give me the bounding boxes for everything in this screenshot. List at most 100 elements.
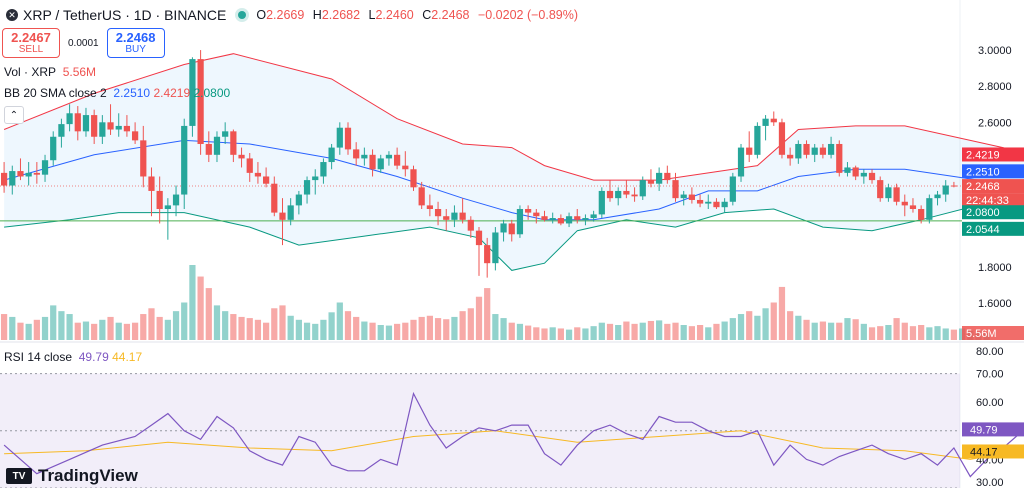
- volume-bar: [615, 325, 622, 340]
- buy-button[interactable]: 2.2468 BUY: [106, 28, 165, 58]
- volume-bar: [713, 323, 720, 340]
- candle-body: [33, 172, 40, 175]
- candle: [746, 131, 753, 163]
- trade-panel: 2.2467 SELL 0.0001 2.2468 BUY: [2, 28, 165, 58]
- candle-body: [787, 154, 794, 159]
- candle: [557, 214, 564, 226]
- candle-body: [508, 223, 515, 235]
- low-value: 2.2460: [375, 8, 414, 22]
- candle: [680, 190, 687, 206]
- volume-bar: [99, 319, 106, 340]
- candle-body: [926, 198, 933, 220]
- volume-bar: [926, 327, 933, 340]
- price-axis-tick: 2.8000: [978, 81, 1012, 93]
- candle-body: [197, 59, 204, 144]
- volume-bar: [836, 322, 843, 340]
- volume-bar: [582, 328, 589, 340]
- volume-bar: [484, 288, 491, 340]
- candle: [926, 194, 933, 224]
- candle-body: [680, 194, 687, 199]
- candle-body: [615, 190, 622, 199]
- volume-bar: [680, 325, 687, 340]
- volume-bar: [443, 319, 450, 340]
- candle-body: [115, 125, 122, 130]
- candle-body: [254, 172, 262, 177]
- candle-body: [344, 127, 352, 150]
- volume-bar: [197, 276, 204, 340]
- volume-bar: [238, 316, 245, 340]
- price-label-box: [962, 164, 1024, 179]
- collapse-legend-button[interactable]: ⌃: [4, 106, 24, 124]
- market-status-icon: [238, 11, 247, 19]
- candle: [58, 118, 65, 148]
- candle: [181, 118, 188, 209]
- candle-body: [770, 118, 777, 123]
- rsi-ma-line: [4, 430, 1024, 460]
- price-label-box: [962, 205, 1024, 220]
- volume-bar: [181, 302, 188, 340]
- volume-bar: [533, 327, 540, 340]
- candle-body: [885, 187, 892, 199]
- price-label-text: 22:44:33: [966, 195, 1009, 207]
- candle: [131, 122, 139, 144]
- volume-bar: [254, 319, 262, 340]
- volume-bar: [131, 322, 139, 340]
- volume-bar: [164, 319, 171, 340]
- volume-bar: [606, 323, 614, 340]
- candle: [885, 183, 892, 202]
- candle-body: [205, 143, 212, 155]
- volume-bar: [664, 323, 671, 340]
- candle-body: [541, 216, 548, 220]
- candle: [836, 140, 843, 177]
- sell-button[interactable]: 2.2467 SELL: [2, 28, 60, 58]
- candle-body: [418, 187, 425, 206]
- candle: [868, 169, 876, 184]
- candle: [287, 198, 294, 226]
- candle: [688, 187, 696, 204]
- candle: [770, 111, 777, 126]
- volume-bar: [66, 314, 73, 340]
- volume-bar: [656, 320, 663, 340]
- candle-body: [827, 143, 835, 155]
- candle: [565, 212, 573, 228]
- volume-bar: [557, 328, 564, 340]
- volume-legend[interactable]: Vol · XRP 5.56M: [4, 65, 97, 79]
- price-axis-tick: 3.0000: [978, 45, 1012, 57]
- candle: [582, 214, 589, 226]
- volume-bar: [787, 311, 794, 340]
- candle-body: [451, 212, 458, 220]
- bb-basis-value: 2.2510: [113, 86, 151, 100]
- volume-bar: [754, 315, 761, 340]
- candle: [631, 187, 638, 202]
- candle-body: [279, 212, 286, 220]
- symbol-title[interactable]: XRP / TetherUS · 1D · BINANCE: [23, 7, 227, 23]
- candle-body: [262, 176, 270, 184]
- price-label-text: 2.2510: [966, 166, 1000, 178]
- volume-bar: [918, 325, 925, 340]
- volume-bar: [230, 314, 237, 340]
- candle: [377, 154, 384, 173]
- candle-body: [385, 154, 393, 159]
- rsi-legend[interactable]: RSI 14 close 49.79 44.17: [4, 350, 143, 364]
- candle: [672, 172, 679, 202]
- volume-bar: [508, 322, 515, 340]
- volume-bar: [901, 322, 908, 340]
- candle-body: [74, 113, 81, 132]
- bollinger-legend[interactable]: BB 20 SMA close 2 2.2510 2.4219 2.0800: [4, 86, 231, 100]
- candle: [860, 169, 867, 184]
- candle: [17, 158, 24, 181]
- bb-upper-value: 2.4219: [153, 86, 191, 100]
- volume-bar: [50, 305, 57, 340]
- bollinger-upper-line: [3, 53, 1024, 181]
- price-axis-tick: 1.8000: [978, 262, 1012, 274]
- candle-body: [582, 218, 589, 220]
- candle-body: [459, 212, 466, 220]
- candle-body: [721, 201, 728, 208]
- candle: [811, 143, 818, 163]
- candle-body: [213, 136, 221, 155]
- volume-bar: [746, 311, 753, 340]
- rsi-axis-tick: 30.00: [976, 477, 1004, 488]
- spread-value: 0.0001: [68, 37, 99, 49]
- candle: [901, 194, 908, 217]
